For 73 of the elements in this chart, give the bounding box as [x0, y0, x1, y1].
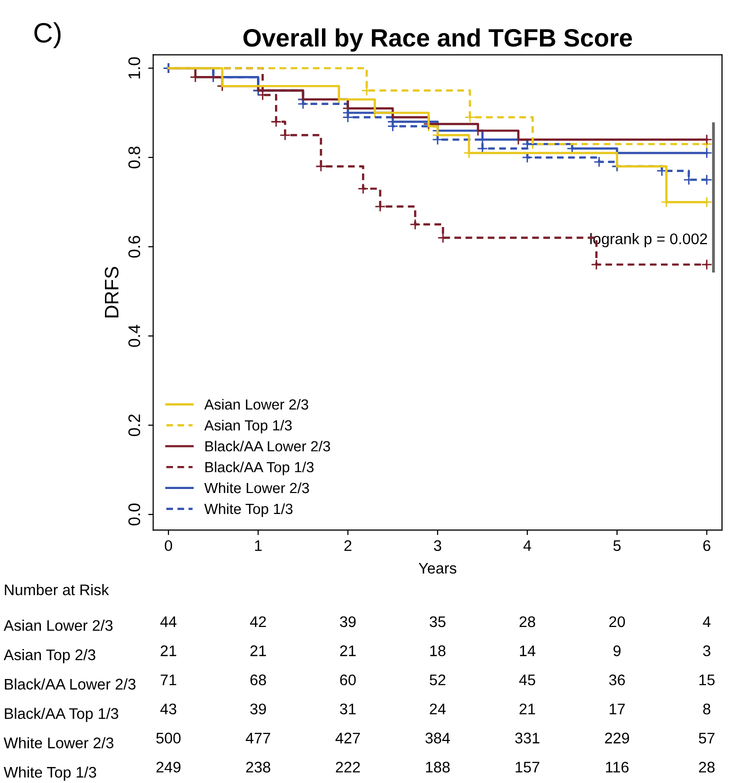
data-label: 238 — [246, 762, 270, 773]
legend-label: White Lower 2/3 — [204, 482, 309, 494]
y-tick-label: Black/AA Lower 2/3 — [4, 678, 136, 690]
chart-title: Overall by Race and TGFB Score — [243, 28, 632, 52]
x-tick-label: 4 — [523, 540, 532, 551]
data-label: 45 — [519, 674, 536, 686]
data-label: 60 — [340, 674, 356, 686]
y-tick-label: White Lower 2/3 — [4, 737, 114, 748]
data-label: 21 — [160, 645, 176, 656]
data-label: 28 — [520, 616, 536, 628]
chart-title: Number at Risk — [4, 584, 109, 596]
data-label: 20 — [609, 616, 625, 628]
data-label: 222 — [336, 762, 360, 772]
x-tick-label: 1 — [255, 540, 262, 551]
x-tick-label: 2 — [344, 540, 352, 551]
x-axis-title: Years — [418, 562, 456, 574]
data-label: 68 — [250, 674, 266, 686]
y-tick-label: 0.8 — [128, 146, 140, 168]
y-tick-label: 0.2 — [128, 414, 140, 436]
data-label: 331 — [515, 732, 540, 744]
data-label: 36 — [609, 674, 625, 686]
data-label: 157 — [516, 762, 540, 773]
data-label: 3 — [703, 645, 710, 656]
data-label: 43 — [160, 704, 176, 714]
data-label: 500 — [156, 732, 181, 744]
data-label: 477 — [246, 732, 270, 744]
legend-label: White Top 1/3 — [204, 503, 293, 517]
y-tick-label: 0.0 — [128, 504, 140, 526]
data-label: 229 — [605, 732, 630, 744]
y-tick-label: Black/AA Top 1/3 — [4, 708, 118, 722]
data-label: 116 — [606, 762, 629, 773]
data-label: 35 — [430, 616, 446, 628]
data-label: 9 — [614, 645, 621, 656]
legend-label: Black/AA Lower 2/3 — [205, 440, 330, 452]
data-label: 15 — [699, 674, 715, 686]
data-label: 21 — [250, 645, 266, 656]
y-tick-label: White Top 1/3 — [4, 766, 96, 781]
y-axis-title: DRFS — [104, 266, 119, 318]
data-label: 427 — [335, 732, 360, 744]
data-label: 71 — [160, 674, 176, 686]
x-tick-label: 3 — [434, 540, 442, 552]
data-label: 17 — [610, 704, 625, 714]
data-label: 8 — [703, 704, 710, 714]
annotation: logrank p = 0.002 — [590, 233, 708, 248]
data-label: 24 — [430, 704, 446, 714]
data-label: 44 — [160, 616, 176, 627]
y-tick-label: 0.4 — [128, 324, 140, 347]
data-label: 4 — [702, 616, 711, 627]
x-tick-label: 5 — [613, 540, 621, 552]
data-label: 249 — [156, 762, 180, 773]
data-label: 28 — [699, 762, 715, 773]
x-tick-label: 0 — [164, 540, 172, 552]
legend-label: Black/AA Top 1/3 — [205, 462, 314, 476]
data-label: 188 — [426, 762, 450, 773]
y-tick-label: 1.0 — [128, 57, 140, 79]
data-label: 18 — [430, 645, 446, 656]
data-label: 21 — [520, 704, 536, 714]
data-label: 57 — [698, 732, 714, 744]
data-label: 31 — [340, 704, 356, 714]
data-label: 39 — [250, 704, 266, 714]
y-tick-label: 0.6 — [128, 236, 140, 258]
legend-label: Asian Top 1/3 — [204, 420, 292, 434]
y-tick-label: Asian Lower 2/3 — [4, 620, 113, 631]
data-label: 39 — [340, 616, 356, 628]
data-label: 14 — [520, 646, 536, 656]
data-label: 384 — [425, 732, 450, 744]
x-tick-label: 6 — [703, 540, 710, 552]
data-label: 52 — [430, 674, 446, 686]
data-label: 21 — [340, 645, 356, 656]
y-tick-label: Asian Top 2/3 — [4, 649, 96, 664]
data-label: 42 — [250, 616, 266, 627]
text: C) — [34, 22, 61, 48]
legend-label: Asian Lower 2/3 — [204, 398, 308, 410]
